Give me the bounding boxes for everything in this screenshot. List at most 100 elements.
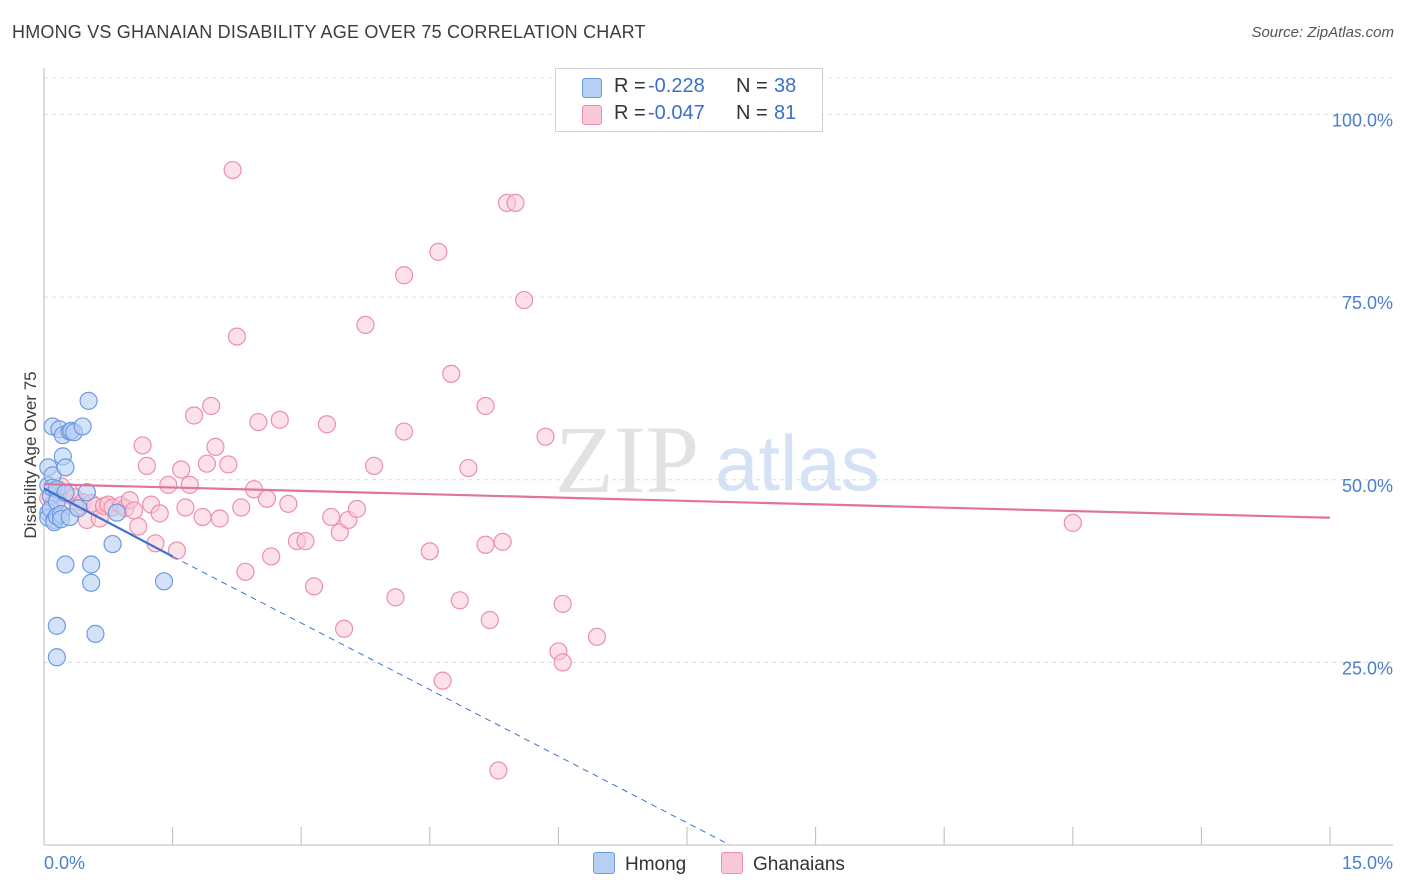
hmong-point bbox=[47, 616, 66, 635]
ghanaian-point bbox=[334, 619, 354, 638]
x-tick-min: 0.0% bbox=[44, 853, 85, 873]
ghanaian-point bbox=[386, 588, 405, 607]
ghanaian-point bbox=[476, 396, 495, 416]
y-tick-label: 75.0% bbox=[1342, 293, 1393, 313]
bottom-legend-hmong: Hmong bbox=[593, 852, 686, 876]
hmong-point bbox=[86, 624, 105, 643]
ghanaian-point bbox=[480, 610, 499, 630]
ghanaian-legend-swatch bbox=[721, 852, 743, 874]
ghanaian-point bbox=[356, 315, 375, 335]
ghanaian-point bbox=[515, 290, 534, 310]
legend-n-label: N = bbox=[736, 102, 768, 124]
ghanaian-point bbox=[133, 436, 152, 455]
hmong-swatch bbox=[582, 78, 602, 98]
ghanaian-point bbox=[442, 364, 461, 383]
ghanaian-point bbox=[420, 542, 439, 561]
ghanaian-point bbox=[394, 422, 414, 441]
trend-lines bbox=[43, 483, 1331, 846]
hmong-point bbox=[107, 503, 126, 522]
stats-legend: R = -0.228 N = 38 R = -0.047 N = 81 bbox=[555, 68, 823, 132]
hmong-point bbox=[79, 391, 98, 410]
ghanaian-point bbox=[489, 761, 508, 780]
legend-row-ghanaian: R = -0.047 N = 81 bbox=[556, 100, 822, 128]
ghanaian-point bbox=[553, 653, 572, 672]
chart-title: HMONG VS GHANAIAN DISABILITY AGE OVER 75… bbox=[12, 22, 646, 42]
hmong-point bbox=[56, 555, 75, 574]
ghanaian-swatch bbox=[582, 105, 602, 125]
ghanaian-point bbox=[193, 507, 212, 527]
y-axis-label: Disability Age Over 75 bbox=[21, 371, 40, 538]
ghanaian-point bbox=[394, 266, 414, 285]
ghanaian-point bbox=[429, 242, 448, 261]
ghanaian-point bbox=[587, 627, 607, 646]
ghanaian-point bbox=[347, 499, 367, 519]
ghanaian-point bbox=[219, 455, 238, 474]
ghanaian-point bbox=[176, 498, 195, 517]
y-tick-label: 50.0% bbox=[1342, 476, 1393, 496]
hmong-trend-line bbox=[43, 487, 174, 558]
ghanaian-point bbox=[476, 535, 495, 554]
ghanaian-point bbox=[296, 532, 315, 551]
ghanaian-legend-label: Ghanaians bbox=[753, 854, 845, 875]
ghanaian-point bbox=[206, 437, 225, 456]
ghanaian-point bbox=[202, 396, 221, 416]
legend-r-value: -0.047 bbox=[648, 102, 705, 124]
ghanaian-point bbox=[137, 456, 156, 475]
hmong-legend-label: Hmong bbox=[625, 854, 687, 875]
ghanaian-point bbox=[249, 412, 268, 432]
y-tick-label: 100.0% bbox=[1332, 111, 1393, 131]
ghanaian-point bbox=[506, 193, 525, 213]
ghanaian-point bbox=[364, 456, 384, 475]
ghanaian-point bbox=[317, 415, 337, 434]
ghanaian-point bbox=[150, 504, 169, 523]
ghanaian-point bbox=[330, 523, 349, 542]
hmong-point bbox=[56, 458, 75, 477]
bottom-legend-ghanaian: Ghanaians bbox=[721, 852, 845, 876]
ghanaian-point bbox=[159, 475, 178, 494]
y-tick-labels: 25.0% 50.0% 75.0% 100.0% bbox=[1332, 111, 1393, 679]
ghanaian-point bbox=[223, 160, 242, 180]
hmong-point bbox=[103, 534, 122, 554]
ghanaian-point bbox=[304, 577, 324, 596]
ghanaian-point bbox=[236, 562, 255, 581]
legend-row-hmong: R = -0.228 N = 38 bbox=[556, 73, 822, 101]
hmong-point bbox=[154, 572, 174, 591]
ghanaian-point bbox=[433, 671, 452, 690]
hmong-point bbox=[47, 648, 66, 667]
hmong-trend-extension bbox=[172, 556, 731, 846]
legend-r-label: R = bbox=[614, 75, 646, 97]
ghanaian-trend-line bbox=[43, 483, 1331, 519]
x-tick-max: 15.0% bbox=[1342, 853, 1393, 873]
ghanaian-point bbox=[197, 454, 216, 473]
hmong-point bbox=[82, 555, 101, 574]
ghanaian-point bbox=[270, 410, 289, 429]
ghanaian-point bbox=[262, 547, 281, 566]
ghanaian-point bbox=[279, 494, 298, 513]
hmong-point bbox=[82, 573, 101, 592]
ghanaian-point bbox=[1063, 513, 1082, 532]
ghanaian-point bbox=[536, 427, 555, 446]
ghanaian-point bbox=[210, 509, 229, 528]
hmong-point bbox=[77, 483, 96, 502]
legend-n-label: N = bbox=[736, 75, 768, 97]
legend-n-value: 38 bbox=[774, 75, 797, 97]
source-label: Source: ZipAtlas.com bbox=[1251, 24, 1394, 41]
watermark-zip: ZIP bbox=[555, 406, 699, 513]
ghanaian-point bbox=[129, 517, 148, 536]
ghanaian-point bbox=[124, 501, 144, 520]
legend-r-label: R = bbox=[614, 102, 646, 124]
ghanaian-point bbox=[553, 594, 572, 614]
ghanaian-point bbox=[493, 532, 512, 551]
ghanaian-point bbox=[227, 327, 246, 346]
hmong-legend-swatch bbox=[593, 852, 615, 874]
hmong-points bbox=[39, 391, 174, 667]
ghanaian-point bbox=[184, 406, 204, 425]
ghanaian-point bbox=[180, 475, 199, 494]
y-tick-label: 25.0% bbox=[1342, 658, 1393, 678]
ghanaian-point bbox=[232, 498, 251, 517]
ghanaian-point bbox=[322, 507, 341, 527]
ghanaian-point bbox=[450, 591, 469, 610]
legend-n-value: 81 bbox=[774, 102, 797, 124]
hmong-point bbox=[73, 417, 92, 436]
